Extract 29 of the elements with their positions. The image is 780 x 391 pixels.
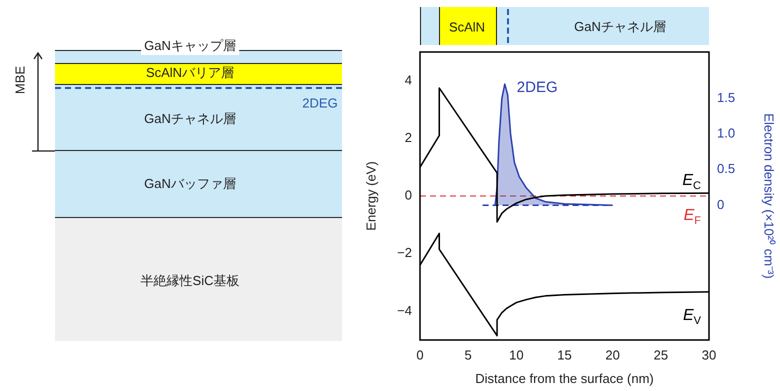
x-tick-label: 10: [509, 347, 524, 362]
text: MBE: [12, 66, 28, 94]
y-tick-label: −2: [397, 245, 412, 260]
text: GaNキャップ層: [141, 37, 239, 55]
y2-tick-label: 1.5: [717, 90, 736, 105]
y2-tick-label: 0.5: [717, 161, 736, 176]
series-label: 2DEG: [516, 79, 558, 96]
y2-tick-label: 1.0: [717, 126, 736, 141]
x-tick-label: 15: [557, 347, 572, 362]
text: GaNチャネル層: [144, 110, 236, 128]
y-tick-label: 4: [404, 72, 412, 88]
text: ScAlNバリア層: [146, 64, 234, 82]
y-tick-label: 2: [404, 130, 412, 145]
text: 半絶縁性SiC基板: [140, 272, 240, 290]
y-tick-label: 0: [404, 188, 412, 203]
y-axis-title: Energy (eV): [363, 161, 378, 231]
x-axis-title: Distance from the surface (nm): [475, 370, 654, 386]
x-tick-label: 0: [416, 347, 424, 362]
text: GaNバッファ層: [144, 175, 236, 193]
text: 2DEG: [302, 96, 338, 110]
x-tick-label: 20: [605, 347, 620, 362]
x-tick-label: 5: [464, 347, 472, 362]
x-tick-label: 30: [702, 347, 716, 362]
y2-axis-title: Electron density (×10²⁰ cm⁻³): [762, 113, 777, 279]
y-tick-label: −4: [397, 302, 412, 318]
text: ScAlN: [448, 20, 486, 34]
y2-tick-label: 0: [717, 196, 724, 212]
text: GaNチャネル層: [574, 18, 666, 36]
x-tick-label: 25: [654, 347, 668, 362]
